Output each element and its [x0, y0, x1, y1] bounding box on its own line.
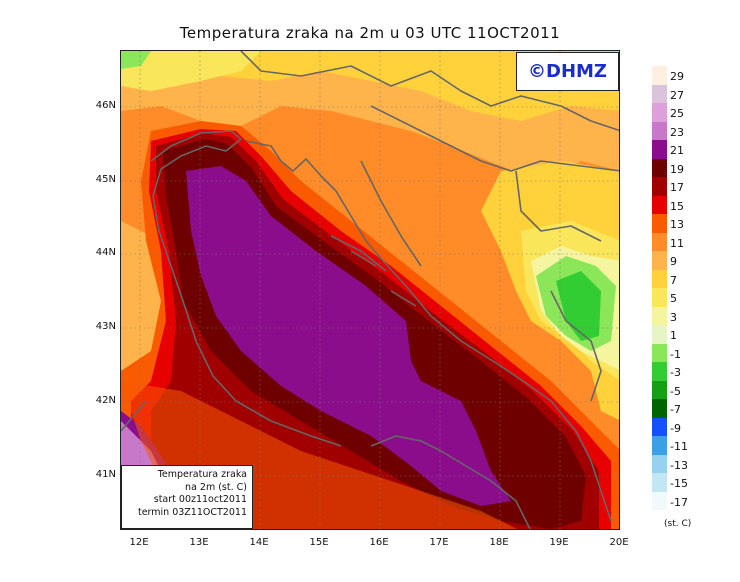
legend-swatch	[652, 417, 667, 436]
legend-label: -7	[670, 403, 681, 416]
lon-label-15e: 15E	[309, 537, 329, 548]
legend-label: -1	[670, 347, 681, 361]
legend-label: -11	[670, 440, 688, 453]
lon-label-14e: 14E	[249, 537, 269, 548]
lon-label-13e: 13E	[189, 537, 209, 548]
legend-swatch	[652, 343, 667, 362]
legend-swatch	[652, 380, 667, 399]
legend-swatch	[652, 491, 667, 510]
dhmz-logo: ©DHMZ	[516, 52, 619, 91]
info-line-4: termin 03Z11OCT2011	[137, 506, 247, 518]
legend-swatch	[652, 473, 667, 492]
legend-swatch	[652, 454, 667, 473]
lat-label-45n: 45N	[95, 174, 116, 185]
lon-label-12e: 12E	[129, 537, 149, 548]
lon-label-18e: 18E	[489, 537, 509, 548]
legend-label: 25	[670, 107, 684, 120]
legend-swatch	[652, 214, 667, 233]
legend-swatch	[652, 66, 667, 85]
lat-label-44n: 44N	[95, 247, 116, 258]
map-info-box: Temperatura zraka na 2m (st. C) start 00…	[121, 465, 253, 529]
lat-label-43n: 43N	[95, 321, 116, 332]
legend-swatch	[652, 84, 667, 103]
legend-swatch	[652, 436, 667, 455]
lat-label-41n: 41N	[95, 469, 116, 480]
legend-label: 23	[670, 125, 684, 139]
legend-label: 17	[670, 181, 684, 194]
temperature-map	[120, 50, 620, 530]
legend-swatch	[652, 306, 667, 325]
legend-units: (st. C)	[664, 519, 692, 529]
map-title: Temperatura zraka na 2m u 03 UTC 11OCT20…	[179, 24, 561, 42]
legend-swatch	[652, 362, 667, 381]
info-line-2: na 2m (st. C)	[185, 481, 247, 493]
legend-label: -3	[670, 366, 681, 379]
lon-label-16e: 16E	[369, 537, 389, 548]
legend-label: 13	[670, 218, 684, 231]
legend-label: 15	[670, 199, 684, 213]
legend-label: 7	[670, 273, 677, 287]
legend-label: 19	[670, 162, 684, 176]
legend-swatch	[652, 158, 667, 177]
legend-label: 1	[670, 329, 677, 342]
legend-label: -17	[670, 495, 688, 509]
legend-label: -13	[670, 458, 688, 472]
lon-label-20e: 20E	[609, 537, 629, 548]
legend-label: 29	[670, 70, 684, 83]
legend-swatch	[652, 399, 667, 418]
legend-swatch	[652, 232, 667, 251]
legend-swatch	[652, 195, 667, 214]
lat-label-46n: 46N	[95, 100, 116, 111]
info-line-3: start 00z11oct2011	[153, 494, 247, 505]
lon-label-19e: 19E	[549, 537, 569, 548]
legend-swatch	[652, 269, 667, 288]
legend-swatch	[652, 103, 667, 122]
legend-label: 11	[670, 236, 684, 250]
legend-swatch	[652, 325, 667, 344]
legend-label: 27	[670, 88, 684, 102]
info-line-1: Temperatura zraka	[157, 469, 247, 480]
legend-swatch	[652, 121, 667, 140]
legend-swatch	[652, 251, 667, 270]
legend-swatch	[652, 177, 667, 196]
legend-label: -9	[670, 421, 681, 435]
legend-label: -15	[670, 477, 688, 490]
lon-label-17e: 17E	[429, 537, 449, 548]
legend-label: 9	[670, 255, 677, 268]
legend-label: 21	[670, 144, 684, 157]
legend-label: -5	[670, 384, 681, 398]
legend-swatch	[652, 140, 667, 159]
lat-label-42n: 42N	[95, 395, 116, 406]
legend-label: 5	[670, 292, 677, 305]
legend-label: 3	[670, 310, 677, 324]
legend-swatch	[652, 288, 667, 307]
